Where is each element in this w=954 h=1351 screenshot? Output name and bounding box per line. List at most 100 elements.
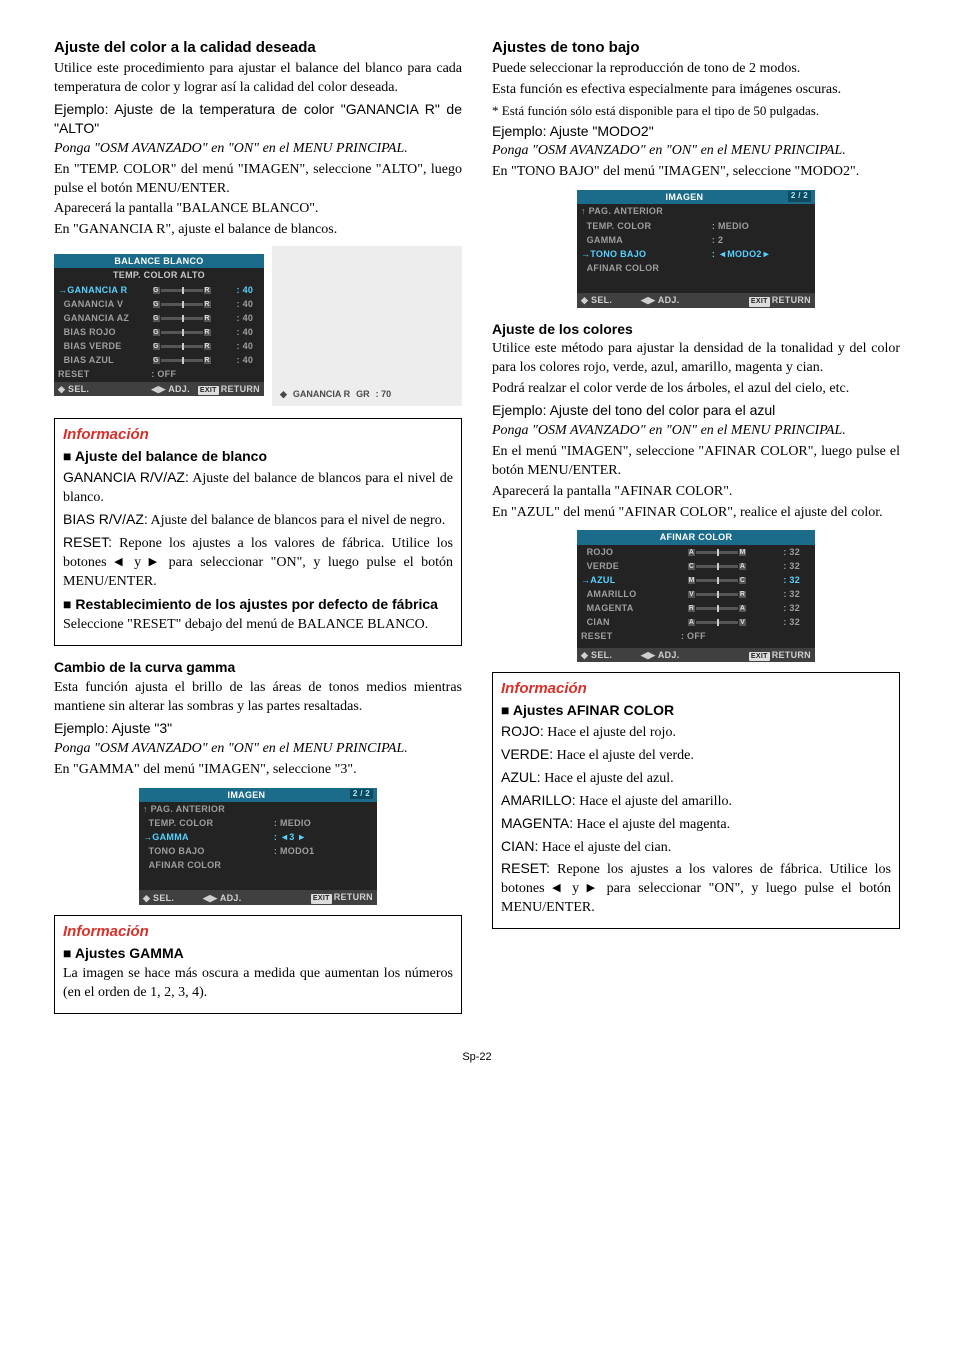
color-def: AZUL: Hace el ajuste del azul. (501, 768, 891, 789)
color-def: MAGENTA: Hace el ajuste del magenta. (501, 814, 891, 835)
osd-row: ↑ PAG. ANTERIOR (139, 802, 377, 816)
osd-reset-label: RESET (577, 629, 677, 643)
para: RESET: Repone los ajustes a los valores … (63, 533, 453, 592)
gamma-osd: IMAGEN 2 / 2 ↑ PAG. ANTERIOR TEMP. COLOR… (139, 788, 377, 905)
color-def: CIAN: Hace el ajuste del cian. (501, 837, 891, 858)
side-label: GANANCIA R (293, 388, 350, 400)
osd-ftr-sel: ◆ SEL. (577, 648, 637, 662)
info-box-afinar: Información Ajustes AFINAR COLOR ROJO: H… (492, 672, 900, 929)
color-def: ROJO: Hace el ajuste del rojo. (501, 722, 891, 743)
osd-ftr-ret: EXITRETURN (708, 293, 815, 307)
osd-ftr-adj: ◀▶ ADJ. (199, 890, 270, 904)
osd-row: GAMMA: 2 (577, 233, 815, 247)
osd-row: →AZULMC: 32 (577, 573, 815, 587)
heading-tono-bajo: Ajustes de tono bajo (492, 38, 900, 58)
para: Utilice este procedimiento para ajustar … (54, 60, 462, 98)
osd-row: BIAS VERDEGR: 40 (54, 339, 264, 353)
osd-reset-label: RESET (54, 367, 147, 381)
osd-row: TEMP. COLOR: MEDIO (577, 219, 815, 233)
heading-gamma: Cambio de la curva gamma (54, 658, 462, 677)
osd-ftr-adj: ◀▶ ADJ. (637, 293, 708, 307)
para: Seleccione "RESET" debajo del menú de BA… (63, 616, 453, 635)
osd-row: GANANCIA VGR: 40 (54, 297, 264, 311)
osd-row: TEMP. COLOR: MEDIO (139, 816, 377, 830)
para: Esta función es efectiva especialmente p… (492, 81, 900, 100)
para: Puede seleccionar la reproducción de ton… (492, 60, 900, 79)
osd-row: AFINAR COLOR (139, 858, 377, 872)
osd-ftr-ret: EXITRETURN (270, 890, 377, 904)
info-sub: Restablecimiento de los ajustes por defe… (63, 595, 453, 614)
example-line: Ejemplo: Ajuste del tono del color para … (492, 401, 900, 420)
para: Podrá realzar el color verde de los árbo… (492, 380, 900, 399)
info-box-balance: Información Ajuste del balance de blanco… (54, 418, 462, 646)
osd-ftr-sel: ◆ SEL. (577, 293, 637, 307)
para: La imagen se hace más oscura a medida qu… (63, 965, 453, 1003)
osd-row: BIAS AZULGR: 40 (54, 353, 264, 367)
balance-side-strip: ◆ GANANCIA R GR : 70 (272, 246, 462, 406)
info-box-gamma: Información Ajustes GAMMA La imagen se h… (54, 915, 462, 1014)
heading-color-quality: Ajuste del color a la calidad deseada (54, 38, 462, 58)
osd-row: AMARILLOVR: 32 (577, 587, 815, 601)
osd-row: CIANAV: 32 (577, 615, 815, 629)
osd-row: ROJOAM: 32 (577, 545, 815, 559)
afinar-osd: AFINAR COLOR ROJOAM: 32 VERDECA: 32→AZUL… (577, 530, 815, 662)
ponga-line: Ponga "OSM AVANZADO" en "ON" en el MENU … (54, 140, 462, 159)
tono-osd: IMAGEN 2 / 2 ↑ PAG. ANTERIOR TEMP. COLOR… (577, 190, 815, 307)
color-def: VERDE: Hace el ajuste del verde. (501, 745, 891, 766)
ponga-line: Ponga "OSM AVANZADO" en "ON" en el MENU … (492, 142, 900, 161)
osd-ftr-ret: EXITRETURN (708, 648, 815, 662)
info-sub: Ajustes GAMMA (63, 944, 453, 963)
osd-row: BIAS ROJOGR: 40 (54, 325, 264, 339)
osd-row: ↑ PAG. ANTERIOR (577, 204, 815, 218)
para: En "TONO BAJO" del menú "IMAGEN", selecc… (492, 163, 900, 182)
ponga-line: Ponga "OSM AVANZADO" en "ON" en el MENU … (54, 740, 462, 759)
osd-ftr-sel: ◆ SEL. (54, 382, 147, 396)
para: GANANCIA R/V/AZ: Ajuste del balance de b… (63, 468, 453, 508)
osd-row: VERDECA: 32 (577, 559, 815, 573)
info-sub: Ajuste del balance de blanco (63, 447, 453, 466)
info-sub: Ajustes AFINAR COLOR (501, 701, 891, 720)
para: Utilice este método para ajustar la dens… (492, 340, 900, 378)
osd-title: IMAGEN 2 / 2 (139, 788, 377, 802)
para: BIAS R/V/AZ: Ajuste del balance de blanc… (63, 510, 453, 531)
osd-row: GANANCIA AZGR: 40 (54, 311, 264, 325)
info-title: Información (501, 679, 891, 699)
osd-row: AFINAR COLOR (577, 261, 815, 275)
balance-osd: BALANCE BLANCO TEMP. COLOR ALTO →GANANCI… (54, 254, 264, 396)
osd-title: AFINAR COLOR (577, 530, 815, 544)
left-column: Ajuste del color a la calidad deseada Ut… (54, 38, 462, 1014)
osd-ftr-ret: EXITRETURN (194, 382, 264, 396)
para: En el menú "IMAGEN", seleccione "AFINAR … (492, 443, 900, 481)
page-number: Sp-22 (54, 1050, 900, 1065)
ponga-line: Ponga "OSM AVANZADO" en "ON" en el MENU … (492, 422, 900, 441)
side-val: : 70 (376, 388, 392, 400)
para: En "AZUL" del menú "AFINAR COLOR", reali… (492, 504, 900, 523)
osd-row: →TONO BAJO: ◄MODO2► (577, 247, 815, 261)
two-column-layout: Ajuste del color a la calidad deseada Ut… (54, 38, 900, 1014)
example-line: Ejemplo: Ajuste "3" (54, 719, 462, 738)
balance-osd-rows: →GANANCIA RGR: 40 GANANCIA VGR: 40 GANAN… (54, 283, 264, 368)
osd-row: TONO BAJO: MODO1 (139, 844, 377, 858)
osd-subtitle: TEMP. COLOR ALTO (54, 268, 264, 282)
para: Aparecerá la pantalla "AFINAR COLOR". (492, 483, 900, 502)
right-column: Ajustes de tono bajo Puede seleccionar l… (492, 38, 900, 1014)
balance-osd-row: BALANCE BLANCO TEMP. COLOR ALTO →GANANCI… (54, 246, 462, 406)
para: Esta función ajusta el brillo de las áre… (54, 679, 462, 717)
para: Aparecerá la pantalla "BALANCE BLANCO". (54, 200, 462, 219)
osd-reset-val: : OFF (147, 367, 264, 381)
osd-title: BALANCE BLANCO (54, 254, 264, 268)
para: En "GAMMA" del menú "IMAGEN", seleccione… (54, 761, 462, 780)
info-title: Información (63, 922, 453, 942)
osd-ftr-sel: ◆ SEL. (139, 890, 199, 904)
para: En "GANANCIA R", ajuste el balance de bl… (54, 221, 462, 240)
osd-row: →GANANCIA RGR: 40 (54, 283, 264, 297)
osd-reset-val: : OFF (677, 629, 815, 643)
para: En "TEMP. COLOR" del menú "IMAGEN", sele… (54, 161, 462, 199)
osd-ftr-adj: ◀▶ ADJ. (637, 648, 708, 662)
example-line: Ejemplo: Ajuste "MODO2" (492, 122, 900, 141)
info-title: Información (63, 425, 453, 445)
para: RESET: Repone los ajustes a los valores … (501, 859, 891, 918)
footnote: * Está función sólo está disponible para… (492, 102, 900, 120)
color-def: AMARILLO: Hace el ajuste del amarillo. (501, 791, 891, 812)
osd-ftr-adj: ◀▶ ADJ. (147, 382, 194, 396)
